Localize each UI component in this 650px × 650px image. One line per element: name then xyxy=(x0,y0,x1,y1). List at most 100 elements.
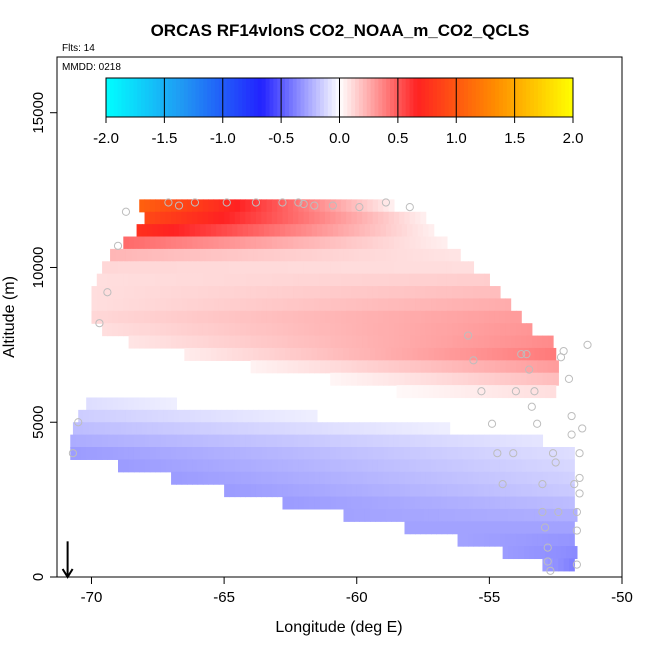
observation-point xyxy=(477,387,486,396)
heatmap-cell xyxy=(529,546,536,560)
heatmap-cell xyxy=(563,484,570,498)
heatmap-cell xyxy=(165,447,172,460)
colorbar-swatch xyxy=(382,78,387,117)
heatmap-cell xyxy=(521,521,528,535)
heatmap-cell xyxy=(308,199,315,213)
heatmap-cell xyxy=(282,273,289,287)
heatmap-cell xyxy=(484,360,490,374)
heatmap-cell xyxy=(308,447,315,460)
colorbar-swatch xyxy=(413,78,418,117)
heatmap-cell xyxy=(457,298,464,312)
colorbar-swatch xyxy=(195,78,200,117)
heatmap-cell xyxy=(409,496,416,510)
heatmap-cell xyxy=(526,372,533,386)
heatmap-cell xyxy=(473,286,480,300)
heatmap-cell xyxy=(404,323,411,337)
heatmap-cell xyxy=(277,484,284,498)
heatmap-cell xyxy=(558,558,565,572)
heatmap-cell xyxy=(473,459,480,473)
heatmap-cell xyxy=(547,335,554,349)
heatmap-cell xyxy=(383,310,390,324)
heatmap-cell xyxy=(210,409,217,423)
heatmap-cell xyxy=(123,298,130,312)
heatmap-cell xyxy=(271,471,278,485)
heatmap-cell xyxy=(446,273,453,287)
heatmap-cell xyxy=(240,261,246,275)
colorbar-swatch xyxy=(141,78,146,117)
colorbar-swatch xyxy=(308,78,313,117)
heatmap-cell xyxy=(186,310,193,324)
heatmap-cell xyxy=(367,273,374,287)
heatmap-cell xyxy=(346,199,353,213)
heatmap-cell xyxy=(287,434,294,448)
heatmap-cell xyxy=(192,447,199,460)
heatmap-cell xyxy=(168,224,175,238)
observation-point xyxy=(567,430,576,439)
heatmap-cell xyxy=(250,298,257,312)
heatmap-cell xyxy=(99,422,106,436)
heatmap-cell xyxy=(415,360,422,374)
heatmap-cell xyxy=(553,447,559,460)
observation-point xyxy=(464,331,473,340)
heatmap-cell xyxy=(240,471,246,485)
heatmap-cell xyxy=(104,409,111,423)
heatmap-cell xyxy=(468,372,475,386)
heatmap-cell xyxy=(462,360,469,374)
heatmap-cell xyxy=(441,323,448,337)
colorbar-swatch xyxy=(172,78,177,117)
heatmap-cell xyxy=(478,286,485,300)
heatmap-cell xyxy=(388,459,395,473)
heatmap-cell xyxy=(208,471,215,485)
heatmap-cell xyxy=(521,471,528,485)
heatmap-cell xyxy=(431,261,437,275)
observation-point xyxy=(68,449,78,458)
heatmap-cell xyxy=(242,422,249,436)
heatmap-cell xyxy=(492,508,498,522)
heatmap-cell xyxy=(367,286,374,300)
heatmap-cell xyxy=(186,335,193,349)
colorbar-swatch xyxy=(495,78,500,117)
heatmap-cell xyxy=(197,471,204,485)
heatmap-cell xyxy=(311,409,318,423)
heatmap-cell xyxy=(96,310,103,324)
heatmap-cell xyxy=(279,422,286,436)
heatmap-cell xyxy=(346,236,353,250)
heatmap-cell xyxy=(364,224,371,238)
heatmap-cell xyxy=(255,298,262,312)
heatmap-cell xyxy=(388,199,395,213)
colorbar-swatch xyxy=(117,78,123,117)
heatmap-cell xyxy=(404,261,411,275)
heatmap-cell xyxy=(431,335,437,349)
heatmap-cell xyxy=(293,236,299,250)
heatmap-cell xyxy=(240,298,246,312)
heatmap-cell xyxy=(324,335,331,349)
heatmap-cell xyxy=(521,484,528,498)
heatmap-cell xyxy=(404,360,411,374)
heatmap-cell xyxy=(335,459,342,473)
heatmap-cell xyxy=(123,459,130,473)
heatmap-cell xyxy=(473,360,480,374)
heatmap-cell xyxy=(144,286,151,300)
heatmap-cell xyxy=(240,273,246,287)
colorbar-swatch xyxy=(460,78,465,117)
heatmap-cell xyxy=(189,347,196,361)
heatmap-cell xyxy=(160,273,167,287)
heatmap-cell xyxy=(181,310,188,324)
heatmap-cell xyxy=(316,347,323,361)
heatmap-cell xyxy=(452,298,459,312)
heatmap-cell xyxy=(176,323,183,337)
heatmap-cell xyxy=(404,484,411,498)
heatmap-cell xyxy=(356,360,363,374)
heatmap-cell xyxy=(234,471,241,485)
heatmap-cell xyxy=(484,521,490,535)
heatmap-cell xyxy=(213,199,220,213)
colorbar-swatch xyxy=(312,78,317,117)
heatmap-cell xyxy=(523,546,530,560)
heatmap-cell xyxy=(346,211,353,225)
heatmap-cell xyxy=(505,471,512,485)
heatmap-cell xyxy=(489,521,496,535)
heatmap-cell xyxy=(261,447,268,460)
heatmap-cell xyxy=(303,286,310,300)
heatmap-cell xyxy=(112,323,119,337)
